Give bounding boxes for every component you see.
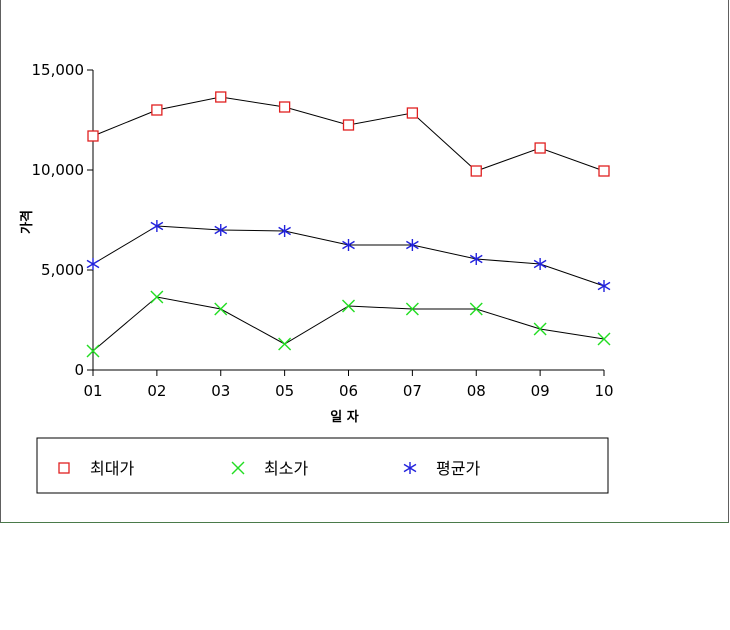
series-3-point bbox=[533, 258, 547, 270]
legend-marker-1 bbox=[58, 462, 70, 474]
series-3-point bbox=[86, 258, 100, 270]
x-tick-label: 06 bbox=[339, 382, 358, 400]
series-2-point bbox=[150, 290, 164, 304]
series-3-point bbox=[406, 239, 419, 251]
x-tick-label: 07 bbox=[403, 382, 422, 400]
x-tick-label: 05 bbox=[275, 382, 294, 400]
series-1-point bbox=[534, 142, 546, 154]
y-tick-label: 5,000 bbox=[41, 261, 84, 279]
series-1-point bbox=[215, 91, 227, 103]
chart-panel: 0 5,000 10,000 15,000 01 02 03 05 06 07 08 09 10 일 자 가… bbox=[0, 0, 729, 523]
y-tick-label: 10,000 bbox=[32, 161, 85, 179]
series-3-point bbox=[342, 239, 355, 251]
y-axis-title: 가격 bbox=[20, 210, 35, 234]
series-3-point bbox=[469, 253, 483, 265]
series-3-point bbox=[278, 225, 291, 237]
series-3-point bbox=[150, 220, 164, 232]
series-1-point bbox=[342, 119, 355, 131]
series-2-point bbox=[405, 302, 419, 316]
series-1-point bbox=[87, 130, 99, 142]
series-2-point bbox=[278, 337, 292, 351]
series-2-point bbox=[469, 302, 483, 316]
legend-label: 최대가 bbox=[90, 459, 134, 478]
line-chart: 0 5,000 10,000 15,000 01 02 03 05 06 07 08 09 10 일 자 가… bbox=[20, 61, 614, 494]
y-tick-label: 15,000 bbox=[32, 61, 85, 79]
series-1-point bbox=[151, 104, 163, 116]
series-2-point bbox=[533, 322, 547, 336]
series-2-point bbox=[342, 299, 355, 313]
series-1-point bbox=[278, 101, 291, 113]
series-1-point bbox=[470, 165, 482, 177]
x-axis-title: 일 자 bbox=[330, 410, 358, 425]
series-3-point bbox=[597, 280, 611, 292]
legend-label: 평균가 bbox=[436, 459, 480, 478]
legend-box bbox=[36, 437, 609, 494]
series-line-1 bbox=[92, 96, 605, 172]
y-tick-label: 0 bbox=[74, 361, 84, 379]
x-tick-label: 08 bbox=[467, 382, 486, 400]
x-tick-label: 01 bbox=[83, 382, 102, 400]
x-tick-label: 10 bbox=[594, 382, 613, 400]
series-line-3 bbox=[92, 225, 605, 287]
series-2-point bbox=[214, 302, 228, 316]
x-tick-label: 02 bbox=[147, 382, 166, 400]
series-1-point bbox=[406, 107, 419, 119]
x-tick-label: 09 bbox=[531, 382, 550, 400]
x-tick-label: 03 bbox=[211, 382, 230, 400]
legend-marker-2 bbox=[231, 461, 245, 475]
legend-marker-3 bbox=[403, 462, 417, 474]
series-2-point bbox=[86, 344, 100, 358]
series-1-point bbox=[598, 165, 610, 177]
legend-label: 최소가 bbox=[264, 459, 308, 478]
series-3-point bbox=[214, 224, 228, 236]
series-2-point bbox=[597, 332, 611, 346]
